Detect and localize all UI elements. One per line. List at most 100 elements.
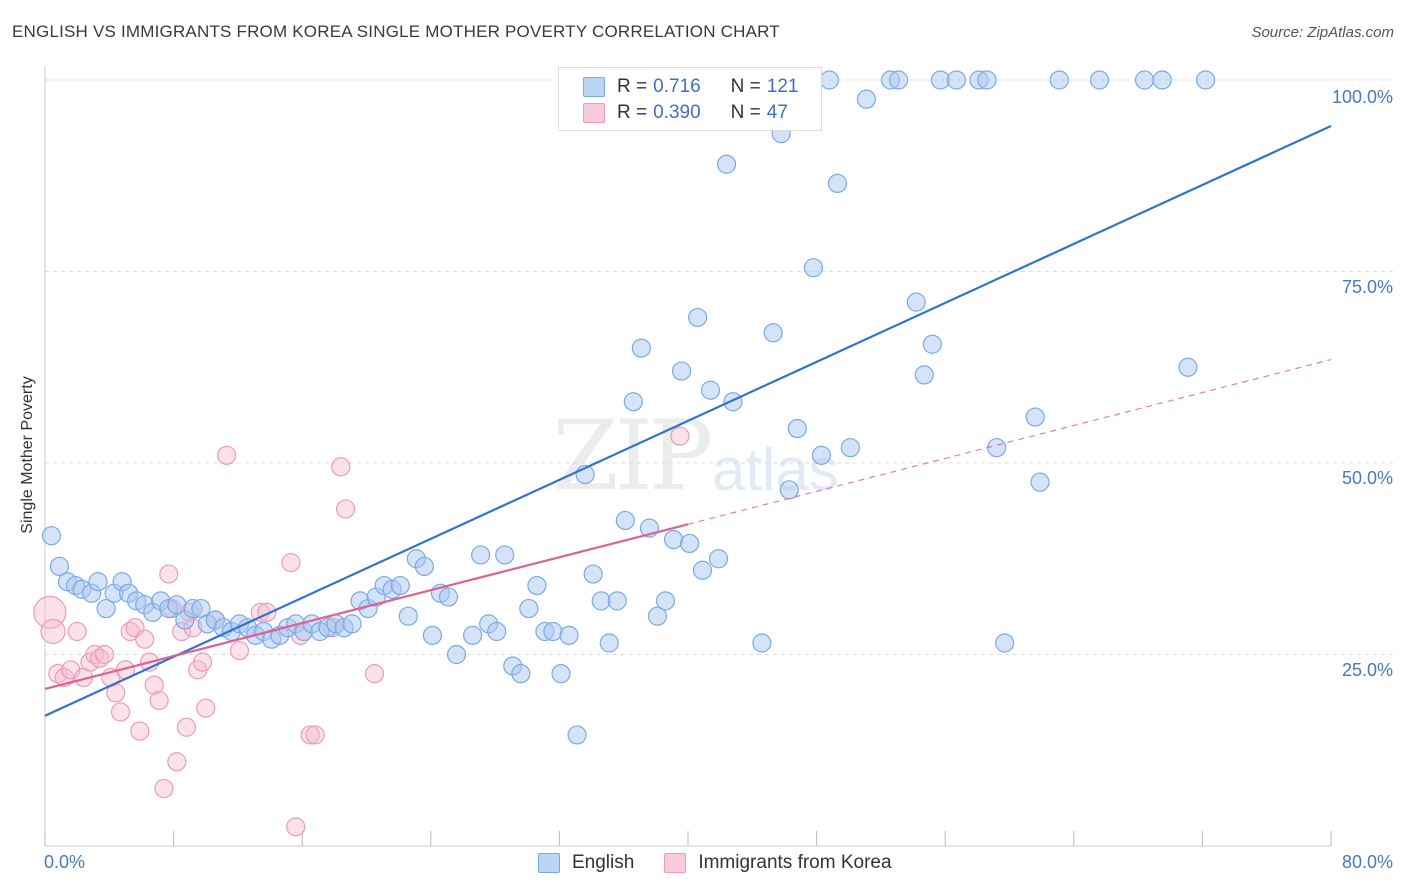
english-point — [671, 361, 692, 381]
english-point — [631, 338, 651, 358]
series-legend: English Immigrants from Korea — [538, 852, 922, 874]
english-r-label: R = — [617, 76, 648, 97]
y-tick-label-25: 25.0% — [1341, 660, 1393, 680]
english-point — [1030, 472, 1050, 492]
english-point — [422, 625, 443, 645]
korea-point — [135, 629, 155, 649]
english-point — [567, 725, 587, 745]
korea-point — [331, 457, 351, 477]
english-point — [88, 572, 108, 592]
y-tick-label-100: 100.0% — [1331, 87, 1393, 107]
y-tick-label-75: 75.0% — [1341, 277, 1393, 297]
korea-point — [305, 725, 325, 745]
english-point — [511, 664, 531, 684]
english-point — [930, 70, 950, 90]
english-point — [446, 644, 467, 665]
legend-item-english[interactable]: English — [538, 852, 634, 874]
english-n-label: N = — [730, 76, 761, 97]
english-point — [803, 258, 823, 278]
english-point — [591, 591, 611, 611]
english-point — [856, 89, 877, 109]
korea-point — [154, 778, 174, 799]
korea-point — [40, 618, 66, 645]
korea-n-label: N = — [730, 102, 761, 123]
english-trend-line — [44, 124, 1332, 717]
korea-point — [159, 564, 179, 584]
korea-point — [144, 675, 164, 695]
english-point — [946, 70, 967, 90]
korea-point — [364, 664, 385, 684]
legend-item-korea[interactable]: Immigrants from Korea — [664, 852, 892, 874]
english-point — [390, 575, 410, 596]
english-point — [1089, 70, 1110, 90]
legend-row-korea: R = 0.390 N = 47 — [583, 100, 788, 126]
korea-point — [176, 717, 197, 737]
korea-legend-swatch — [664, 853, 687, 873]
korea-point — [192, 652, 213, 672]
english-n-value: 121 — [766, 76, 799, 97]
english-point — [1178, 357, 1198, 377]
korea-point — [257, 602, 277, 622]
english-point — [688, 307, 708, 328]
english-point — [708, 549, 729, 569]
english-point — [1152, 70, 1172, 90]
korea-point — [217, 445, 237, 465]
english-point — [623, 392, 643, 412]
source-credit: Source: ZipAtlas.com — [1251, 24, 1394, 41]
english-point — [615, 510, 635, 531]
english-point — [527, 575, 547, 596]
korea-r-value: 0.390 — [653, 102, 701, 123]
english-point — [977, 70, 997, 90]
korea-swatch — [583, 103, 605, 123]
english-point — [1196, 70, 1216, 90]
english-point — [840, 438, 860, 458]
korea-point — [336, 499, 356, 519]
english-point — [680, 533, 700, 554]
english-point — [519, 598, 539, 619]
english-point — [471, 545, 491, 565]
english-point — [655, 591, 676, 611]
english-point — [700, 380, 721, 400]
english-point — [906, 292, 926, 312]
english-point — [342, 614, 362, 634]
english-point — [987, 438, 1007, 458]
english-point — [888, 70, 909, 90]
legend-row-english: R = 0.716 N = 121 — [583, 74, 798, 100]
korea-point — [281, 552, 301, 573]
english-point — [96, 598, 116, 619]
english-point — [811, 445, 832, 465]
english-point — [607, 591, 627, 611]
english-point — [723, 392, 743, 412]
english-point — [462, 625, 483, 645]
english-point — [752, 633, 772, 653]
korea-legend-label: Immigrants from Korea — [698, 852, 892, 873]
english-point — [647, 606, 668, 626]
english-point — [692, 560, 713, 580]
watermark-zip: ZIP — [552, 400, 713, 512]
english-point — [1025, 407, 1045, 427]
korea-r-label: R = — [617, 102, 648, 123]
english-point — [551, 664, 571, 684]
korea-point — [229, 641, 250, 661]
y-tick-label-50: 50.0% — [1341, 468, 1393, 488]
english-point — [487, 621, 507, 642]
korea-point — [67, 621, 87, 642]
english-point — [819, 70, 840, 90]
korea-trend-line-extrapolated — [687, 359, 1332, 525]
english-point — [398, 606, 418, 626]
english-point — [599, 633, 619, 653]
korea-point — [286, 817, 306, 837]
english-point — [914, 365, 934, 385]
english-point — [716, 154, 737, 174]
english-point — [414, 556, 434, 577]
english-point — [763, 323, 783, 343]
english-point — [922, 334, 942, 354]
korea-point — [167, 752, 187, 772]
english-legend-label: English — [572, 852, 635, 873]
english-point — [1049, 70, 1069, 90]
korea-point — [94, 644, 115, 665]
korea-point — [196, 698, 216, 718]
english-point — [583, 564, 603, 584]
english-point — [543, 621, 563, 642]
